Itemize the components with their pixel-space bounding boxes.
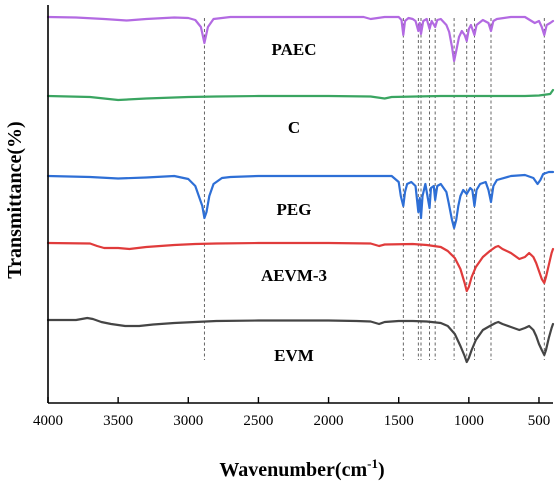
series-label-paec: PAEC [271, 40, 316, 59]
series-label-evm: EVM [274, 346, 314, 365]
x-tick-label-4000: 4000 [33, 413, 63, 429]
series-line-peg [46, 170, 555, 230]
series-labels: PAEC C PEG AEVM-3 EVM [261, 40, 327, 365]
guide-lines [203, 18, 545, 360]
x-axis-ticks: 4000 3500 3000 2500 2000 1500 1000 500 [33, 397, 550, 429]
x-tick-label-3000: 3000 [173, 413, 203, 429]
x-tick-label-500: 500 [528, 413, 551, 429]
series-line-evm [46, 316, 555, 364]
x-axis-title: Wavenumber(cm-1) [219, 456, 384, 481]
x-tick-label-1500: 1500 [384, 413, 414, 429]
x-tick-label-2500: 2500 [243, 413, 273, 429]
series-label-aevm-3: AEVM-3 [261, 266, 327, 285]
series-label-c: C [288, 118, 300, 137]
x-axis-title-close: ) [378, 459, 385, 481]
y-axis-title: Transmittance(%) [4, 121, 26, 278]
series-line-c [46, 88, 555, 102]
x-tick-label-3500: 3500 [103, 413, 133, 429]
series-line-aevm-3 [46, 241, 555, 293]
series-label-peg: PEG [277, 200, 312, 219]
x-tick-label-1000: 1000 [454, 413, 484, 429]
x-tick-label-2000: 2000 [314, 413, 344, 429]
x-axis-title-superscript: -1 [367, 456, 378, 471]
spectrum-curves [46, 15, 555, 364]
x-axis-title-main: Wavenumber(cm [219, 459, 367, 481]
series-line-paec [46, 15, 555, 63]
